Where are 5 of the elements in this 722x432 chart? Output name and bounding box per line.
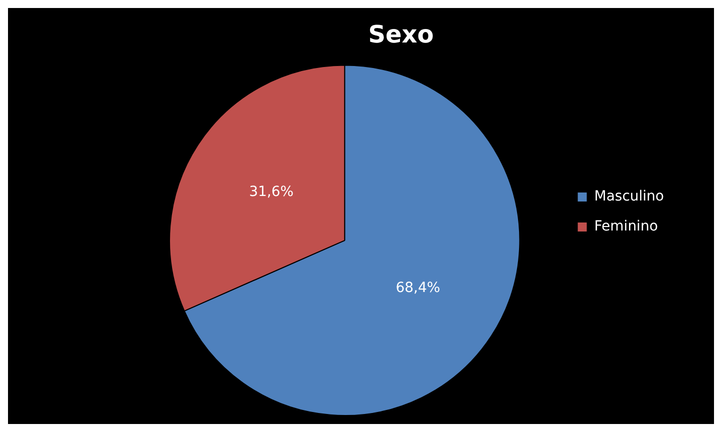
legend-label: Masculino <box>594 188 664 205</box>
chart-title: Sexo <box>368 20 434 49</box>
data-label: 31,6% <box>249 184 294 200</box>
data-label: 68,4% <box>396 280 440 296</box>
legend-label: Feminino <box>594 218 658 235</box>
